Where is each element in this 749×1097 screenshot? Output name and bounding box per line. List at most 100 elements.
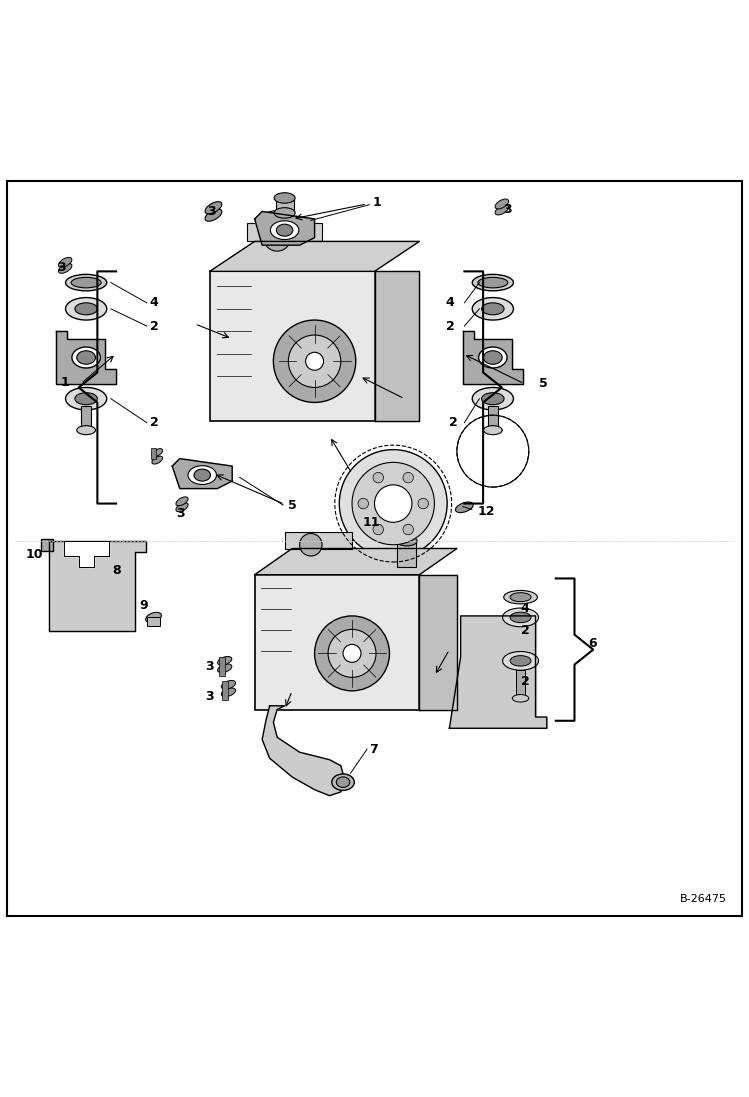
Ellipse shape: [217, 656, 232, 665]
Text: 3: 3: [207, 205, 216, 218]
Ellipse shape: [77, 426, 96, 434]
Ellipse shape: [274, 207, 295, 218]
Polygon shape: [255, 548, 457, 575]
Ellipse shape: [482, 393, 504, 405]
Bar: [255, 575, 419, 710]
Text: B-26475: B-26475: [679, 894, 727, 904]
Circle shape: [373, 473, 383, 483]
Ellipse shape: [176, 502, 188, 512]
Text: 2: 2: [521, 624, 530, 637]
Text: 7: 7: [369, 743, 378, 756]
Text: 2: 2: [446, 319, 455, 332]
Text: 1: 1: [61, 375, 70, 388]
Ellipse shape: [71, 278, 101, 287]
Bar: [41, 539, 53, 551]
Ellipse shape: [77, 351, 96, 364]
Text: 2: 2: [150, 416, 159, 429]
Circle shape: [352, 462, 434, 545]
Polygon shape: [56, 331, 116, 384]
Ellipse shape: [484, 426, 503, 434]
Polygon shape: [255, 212, 315, 245]
Ellipse shape: [205, 210, 222, 222]
Text: 4: 4: [150, 296, 159, 309]
Ellipse shape: [495, 199, 509, 208]
Ellipse shape: [152, 449, 163, 456]
Circle shape: [373, 524, 383, 534]
Ellipse shape: [482, 303, 504, 315]
Ellipse shape: [512, 694, 529, 702]
Ellipse shape: [152, 456, 163, 464]
Polygon shape: [49, 541, 146, 631]
Circle shape: [300, 533, 322, 556]
Circle shape: [358, 498, 369, 509]
Text: 5: 5: [288, 498, 297, 511]
Ellipse shape: [276, 224, 293, 236]
Ellipse shape: [396, 536, 417, 546]
Bar: [151, 449, 156, 459]
Ellipse shape: [194, 470, 210, 482]
Text: 4: 4: [446, 296, 455, 309]
Circle shape: [343, 644, 361, 663]
Bar: [247, 223, 322, 241]
Ellipse shape: [145, 612, 162, 622]
Text: 10: 10: [26, 548, 43, 561]
Text: 11: 11: [363, 516, 380, 529]
Ellipse shape: [455, 502, 473, 512]
Ellipse shape: [262, 211, 292, 224]
Text: 3: 3: [503, 203, 512, 216]
Ellipse shape: [270, 220, 299, 239]
Ellipse shape: [58, 263, 72, 273]
Circle shape: [374, 485, 412, 522]
Bar: [81, 406, 91, 432]
Ellipse shape: [274, 193, 295, 203]
Ellipse shape: [66, 274, 106, 291]
Bar: [222, 681, 228, 700]
Ellipse shape: [510, 656, 531, 666]
Polygon shape: [463, 331, 523, 384]
Bar: [488, 406, 498, 432]
Ellipse shape: [221, 680, 236, 689]
Bar: [276, 197, 294, 213]
Ellipse shape: [332, 774, 354, 791]
Ellipse shape: [503, 590, 537, 604]
Ellipse shape: [217, 664, 232, 672]
Circle shape: [264, 224, 291, 251]
Ellipse shape: [503, 608, 539, 626]
Circle shape: [403, 524, 413, 534]
Ellipse shape: [478, 278, 508, 287]
Ellipse shape: [336, 777, 350, 788]
Ellipse shape: [472, 274, 514, 291]
Text: 8: 8: [112, 565, 121, 577]
Ellipse shape: [495, 205, 509, 215]
Text: 2: 2: [449, 416, 458, 429]
Text: 6: 6: [588, 637, 597, 651]
Polygon shape: [374, 271, 419, 421]
Ellipse shape: [176, 497, 188, 506]
Polygon shape: [210, 241, 419, 271]
Ellipse shape: [221, 688, 236, 697]
Circle shape: [328, 630, 376, 677]
Text: 3: 3: [176, 507, 185, 520]
Ellipse shape: [188, 466, 216, 485]
Bar: [285, 532, 352, 548]
Ellipse shape: [205, 202, 222, 214]
Ellipse shape: [66, 297, 106, 320]
Ellipse shape: [510, 592, 531, 601]
Circle shape: [288, 335, 341, 387]
Text: 3: 3: [204, 659, 213, 672]
Text: 9: 9: [139, 599, 148, 612]
Polygon shape: [262, 705, 345, 795]
Bar: [219, 657, 225, 676]
Bar: [397, 541, 416, 567]
Text: 3: 3: [57, 261, 66, 274]
Ellipse shape: [503, 652, 539, 670]
Text: 5: 5: [539, 377, 548, 391]
Circle shape: [273, 320, 356, 403]
Ellipse shape: [75, 393, 97, 405]
Polygon shape: [172, 459, 232, 488]
Bar: [516, 670, 525, 700]
Text: 3: 3: [204, 690, 213, 703]
Bar: [210, 271, 374, 421]
Polygon shape: [419, 575, 457, 710]
Bar: [147, 618, 160, 626]
